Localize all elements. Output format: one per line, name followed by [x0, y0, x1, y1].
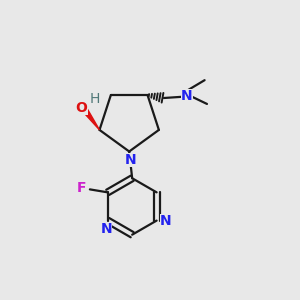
Polygon shape: [81, 106, 100, 130]
Text: N: N: [125, 153, 136, 167]
Text: O: O: [76, 100, 88, 115]
Text: F: F: [77, 181, 86, 195]
Text: H: H: [89, 92, 100, 106]
Text: N: N: [100, 222, 112, 236]
Text: N: N: [181, 89, 193, 103]
Text: N: N: [160, 214, 171, 228]
